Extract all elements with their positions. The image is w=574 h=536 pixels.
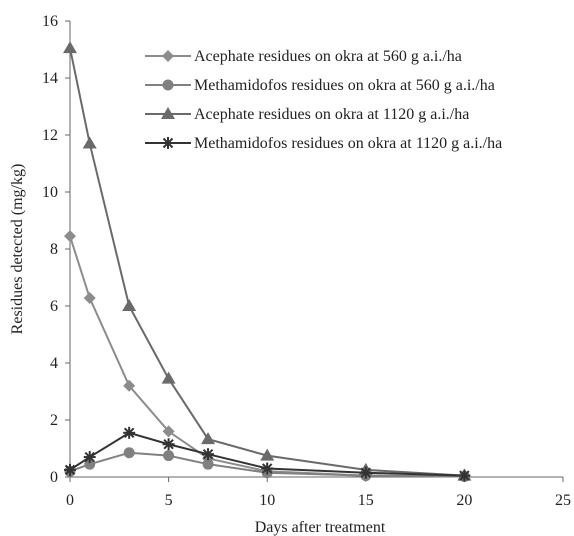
legend-item-3: Acephate residues on okra at 1120 g a.i.… [145, 106, 469, 123]
series-line [69, 431, 465, 477]
data-point [83, 292, 96, 305]
data-point [458, 469, 471, 482]
series-line [69, 47, 465, 477]
y-axis-title: Residues detected (mg/kg) [9, 164, 26, 335]
data-point [123, 426, 136, 439]
data-point [162, 438, 175, 451]
y-tick-label: 0 [50, 469, 58, 486]
series-line [69, 451, 465, 478]
data-point [82, 136, 97, 149]
legend: Acephate residues on okra at 560 g a.i./… [145, 48, 502, 152]
data-point [122, 299, 137, 311]
legend-item-2: Methamidofos residues on okra at 560 g a… [145, 77, 495, 94]
data-point [202, 458, 214, 470]
legend-marker [162, 79, 174, 91]
y-tick-label: 2 [50, 412, 58, 429]
x-tick-label: 5 [165, 492, 173, 509]
legend-label: Acephate residues on okra at 560 g a.i./… [194, 48, 462, 65]
y-tick-label: 10 [42, 184, 58, 201]
data-point [123, 379, 136, 392]
legend-marker [162, 50, 174, 62]
data-point [123, 447, 135, 459]
x-tick-label: 25 [555, 492, 571, 509]
data-point [163, 450, 175, 462]
series-layer [63, 41, 472, 483]
series-4 [64, 426, 471, 482]
data-point [63, 41, 77, 54]
legend-label: Methamidofos residues on okra at 560 g a… [194, 77, 495, 94]
x-tick-label: 10 [259, 492, 275, 509]
data-point [64, 230, 76, 243]
x-tick-label: 20 [456, 492, 472, 509]
series-1 [64, 230, 471, 483]
y-tick-label: 16 [42, 13, 58, 30]
data-point [161, 371, 176, 384]
data-point [261, 462, 274, 475]
legend-item-1: Acephate residues on okra at 560 g a.i./… [145, 48, 462, 65]
chart-axes: 0 2 4 6 8 10 12 14 16 0 5 10 15 20 25 [42, 13, 571, 509]
x-tick-label: 0 [66, 492, 74, 509]
data-point [84, 458, 96, 470]
y-tick-label: 12 [42, 127, 58, 144]
legend-marker [162, 137, 174, 149]
legend-marker [161, 107, 175, 119]
y-tick-label: 14 [42, 70, 58, 87]
x-tick-label: 15 [358, 492, 374, 509]
y-tick-label: 4 [50, 355, 58, 372]
data-point [83, 451, 96, 464]
legend-item-4: Methamidofos residues on okra at 1120 g … [145, 135, 502, 152]
data-point [162, 425, 175, 438]
data-point [202, 448, 215, 461]
data-point [64, 463, 76, 476]
series-line [69, 235, 465, 478]
y-tick-label: 6 [50, 298, 58, 315]
series-3 [63, 41, 472, 481]
data-point [201, 432, 216, 445]
y-tick-label: 8 [50, 241, 58, 258]
legend-label: Acephate residues on okra at 1120 g a.i.… [194, 106, 469, 123]
data-point [359, 466, 372, 479]
legend-label: Methamidofos residues on okra at 1120 g … [194, 135, 502, 152]
x-axis-title: Days after treatment [255, 519, 386, 536]
data-point [260, 448, 275, 461]
